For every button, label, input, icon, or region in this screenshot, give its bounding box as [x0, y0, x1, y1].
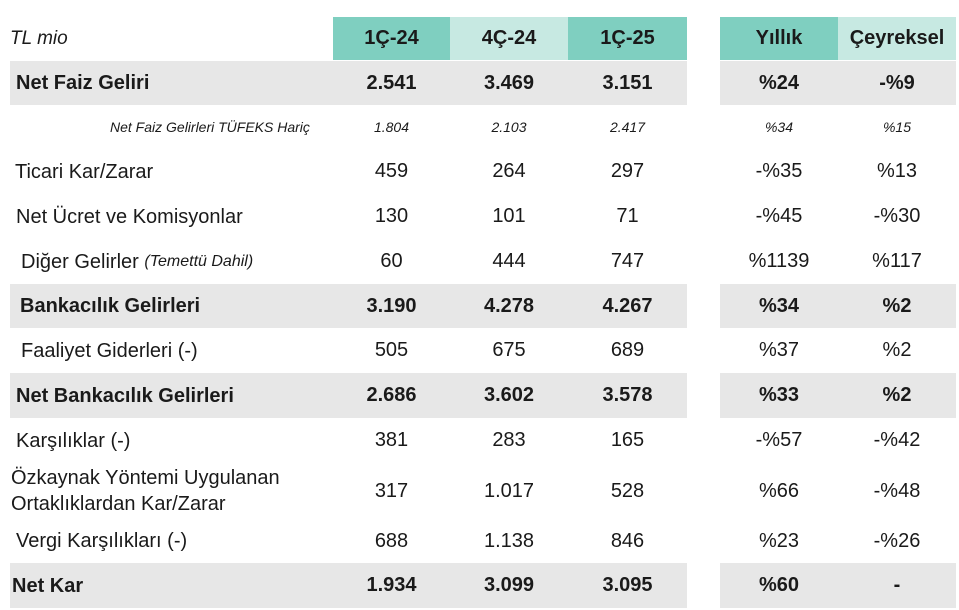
cell-quarterly: -%30: [873, 205, 921, 227]
cell-1q24: 688: [374, 529, 409, 552]
table-row: Net Bankacılık Gelirleri 2.686 3.602 3.5…: [10, 373, 956, 418]
cell-1q25: 747: [610, 250, 645, 272]
table-row: Vergi Karşılıkları (-) 688 1.138 846 %23…: [10, 519, 956, 563]
cell-4q24: 4.278: [483, 294, 535, 317]
cell-yearly: %24: [758, 71, 800, 94]
column-header-4q24: 4Ç-24: [450, 17, 568, 60]
row-label: Bankacılık Gelirleri: [20, 295, 201, 317]
cell-yearly: -%45: [755, 205, 803, 227]
table-row: Net Kar 1.934 3.099 3.095 %60 -: [10, 563, 956, 608]
cell-quarterly: -%48: [873, 479, 921, 502]
cell-1q24: 2.686: [366, 384, 417, 406]
table-row: Karşılıklar (-) 381 283 165 -%57 -%42: [10, 418, 956, 463]
row-label: Diğer Gelirler (Temettü Dahil): [21, 239, 341, 284]
cell-yearly: %37: [758, 339, 800, 361]
row-label-line1: Özkaynak Yöntemi Uygulanan: [11, 467, 280, 489]
cell-1q25: 165: [610, 429, 645, 451]
row-label: Karşılıklar (-): [16, 429, 131, 452]
cell-quarterly: -%26: [873, 529, 921, 552]
row-label: Ticari Kar/Zarar: [15, 160, 154, 183]
row-label: Vergi Karşılıkları (-): [16, 530, 188, 552]
table-row: Diğer Gelirler (Temettü Dahil) 60 444 74…: [10, 239, 956, 284]
table-row: Net Faiz Geliri 2.541 3.469 3.151 %24 -%…: [10, 61, 956, 105]
row-label: Net Faiz Gelirleri TÜFEKS Hariç: [110, 119, 310, 135]
cell-1q24: 1.934: [366, 574, 417, 596]
cell-4q24: 675: [492, 339, 526, 361]
column-header-1q24: 1Ç-24: [333, 17, 450, 60]
cell-quarterly: %2: [882, 339, 912, 361]
cell-4q24: 283: [492, 429, 526, 451]
cell-1q24: 317: [374, 479, 409, 502]
cell-1q24: 381: [374, 429, 409, 451]
cell-4q24: 1.017: [483, 479, 535, 502]
row-label: Net Faiz Geliri: [16, 72, 150, 94]
cell-yearly: -%35: [755, 160, 803, 182]
table-row: Net Ücret ve Komisyonlar 130 101 71 -%45…: [10, 194, 956, 239]
cell-1q24: 60: [380, 250, 403, 272]
row-label-note: (Temettü Dahil): [144, 252, 254, 270]
cell-1q25: 3.578: [602, 384, 653, 406]
table-row: Bankacılık Gelirleri 3.190 4.278 4.267 %…: [10, 284, 956, 328]
cell-quarterly: -: [893, 574, 901, 596]
row-label: Net Bankacılık Gelirleri: [16, 384, 234, 407]
cell-quarterly: -%42: [873, 429, 921, 451]
row-label: Özkaynak Yöntemi Uygulanan Ortaklıklarda…: [11, 463, 341, 519]
cell-1q24: 505: [374, 339, 409, 361]
cell-yearly: -%57: [755, 429, 803, 451]
cell-quarterly: %2: [882, 294, 912, 317]
column-header-1q25: 1Ç-25: [568, 17, 687, 60]
cell-1q25: 846: [610, 529, 645, 552]
cell-4q24: 3.099: [483, 574, 535, 596]
cell-1q24: 1.804: [373, 119, 410, 135]
cell-yearly: %23: [758, 529, 800, 552]
cell-4q24: 101: [492, 205, 526, 227]
cell-yearly: %60: [758, 574, 800, 596]
cell-1q25: 4.267: [602, 294, 653, 317]
cell-1q24: 2.541: [366, 71, 417, 94]
cell-1q24: 130: [374, 205, 409, 227]
table-row: Faaliyet Giderleri (-) 505 675 689 %37 %…: [10, 328, 956, 373]
cell-4q24: 3.602: [483, 384, 535, 406]
cell-1q24: 459: [374, 160, 409, 182]
cell-yearly: %34: [764, 119, 794, 135]
cell-4q24: 444: [492, 250, 526, 272]
cell-quarterly: -%9: [879, 71, 915, 94]
row-label: Net Ücret ve Komisyonlar: [16, 205, 243, 228]
cell-1q25: 71: [616, 205, 639, 227]
cell-1q25: 689: [610, 339, 645, 361]
column-header-quarterly: Çeyreksel: [838, 17, 956, 60]
cell-1q25: 3.095: [602, 574, 653, 596]
cell-yearly: %1139: [748, 250, 810, 272]
cell-yearly: %33: [758, 384, 800, 406]
cell-1q25: 3.151: [602, 71, 653, 94]
cell-1q25: 297: [610, 160, 645, 182]
row-label: Faaliyet Giderleri (-): [21, 339, 198, 362]
cell-1q24: 3.190: [366, 294, 417, 317]
cell-yearly: %34: [758, 294, 800, 317]
table-row: Özkaynak Yöntemi Uygulanan Ortaklıklarda…: [10, 463, 956, 519]
cell-1q25: 2.417: [609, 119, 646, 135]
row-label-line2: Ortaklıklardan Kar/Zarar: [11, 493, 226, 515]
column-header-yearly: Yıllık: [720, 17, 838, 60]
cell-4q24: 264: [492, 160, 526, 182]
unit-label: TL mio: [10, 27, 68, 49]
table-row: Ticari Kar/Zarar 459 264 297 -%35 %13: [10, 149, 956, 194]
table-row: Net Faiz Gelirleri TÜFEKS Hariç 1.804 2.…: [10, 105, 956, 149]
cell-4q24: 2.103: [491, 119, 527, 135]
cell-quarterly: %13: [876, 160, 918, 182]
row-label-text: Diğer Gelirler: [21, 250, 139, 273]
cell-yearly: %66: [758, 479, 800, 502]
cell-quarterly: %2: [882, 384, 912, 406]
row-label: Net Kar: [12, 574, 84, 597]
cell-quarterly: %117: [872, 250, 922, 272]
cell-4q24: 3.469: [483, 71, 535, 94]
cell-4q24: 1.138: [483, 529, 535, 552]
cell-quarterly: %15: [882, 119, 912, 135]
cell-1q25: 528: [610, 479, 645, 502]
